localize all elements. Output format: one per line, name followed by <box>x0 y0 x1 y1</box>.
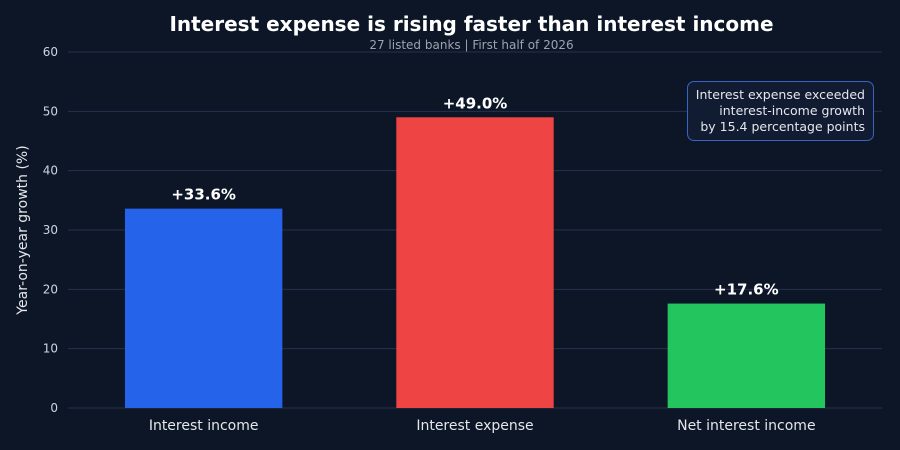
annotation-line-3: by 15.4 percentage points <box>700 119 865 134</box>
data-label: +33.6% <box>171 186 236 204</box>
y-tick-label: 20 <box>43 282 58 296</box>
x-tick-label: Net interest income <box>677 418 815 434</box>
chart-title: Interest expense is rising faster than i… <box>169 12 774 36</box>
annotation-box: Interest expense exceeded interest-incom… <box>686 81 874 141</box>
data-label: +49.0% <box>443 94 508 112</box>
y-tick-label: 50 <box>43 104 58 118</box>
y-tick-label: 40 <box>43 164 58 178</box>
bar <box>124 208 283 408</box>
annotation-line-1: Interest expense exceeded <box>695 87 865 102</box>
x-tick-label: Interest income <box>149 418 259 434</box>
y-tick-label: 0 <box>50 401 58 415</box>
chart-subtitle: 27 listed banks | First half of 2026 <box>369 38 574 52</box>
bar <box>396 117 554 409</box>
annotation-line-2: interest-income growth <box>719 103 865 118</box>
x-tick-label: Interest expense <box>416 418 533 434</box>
data-label: +17.6% <box>714 281 779 299</box>
y-tick-label: 10 <box>43 342 58 356</box>
y-tick-label: 60 <box>43 45 58 59</box>
y-tick-label: 30 <box>43 223 58 237</box>
bar <box>667 303 826 408</box>
